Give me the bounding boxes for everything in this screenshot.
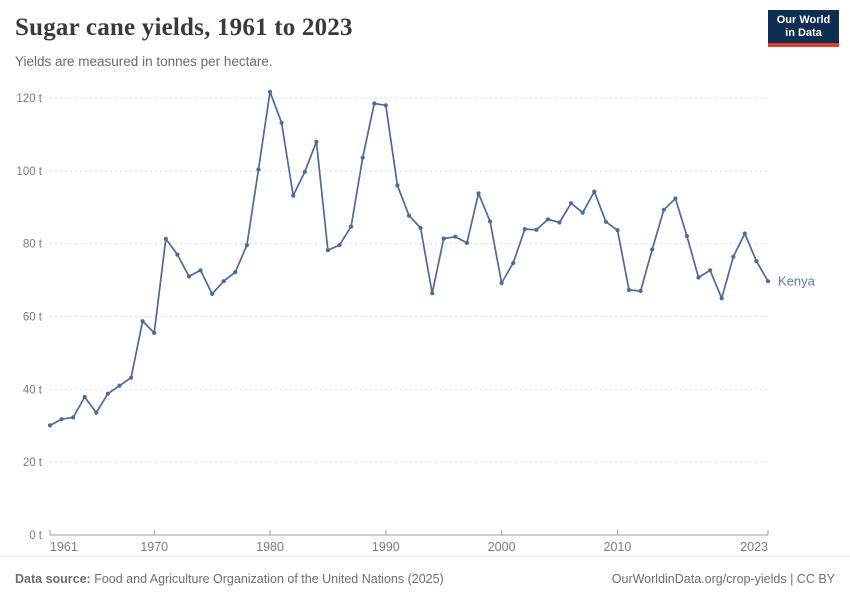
- owid-url-link[interactable]: OurWorldinData.org/crop-yields | CC BY: [611, 571, 835, 586]
- x-axis-tick-label: 1961: [50, 540, 78, 554]
- data-point: [233, 270, 238, 275]
- data-point: [163, 236, 168, 241]
- data-point: [453, 234, 458, 239]
- data-point: [742, 231, 747, 236]
- owid-logo-line2: in Data: [785, 26, 822, 39]
- data-point: [47, 423, 53, 428]
- y-axis-tick-label: 60 t: [23, 312, 43, 324]
- x-axis-tick-label: 1970: [140, 540, 168, 554]
- data-point: [580, 210, 585, 215]
- data-point: [140, 319, 145, 324]
- chart-subtitle: Yields are measured in tonnes per hectar…: [15, 54, 273, 69]
- chart-footer: Data source: Food and Agriculture Organi…: [0, 556, 850, 600]
- y-axis-tick-label: 80 t: [23, 239, 43, 251]
- x-axis-tick-label: 2000: [488, 540, 516, 554]
- data-point: [291, 193, 296, 198]
- data-point: [198, 268, 203, 273]
- data-point: [175, 252, 180, 257]
- x-axis-tick-label: 1980: [256, 540, 284, 554]
- data-point: [256, 167, 261, 172]
- data-point: [673, 196, 678, 201]
- data-point: [603, 219, 609, 224]
- data-point: [129, 375, 134, 380]
- data-point: [71, 415, 76, 420]
- data-point: [395, 183, 400, 188]
- y-axis-tick-label: 100 t: [16, 166, 42, 178]
- y-axis-tick-label: 20 t: [23, 457, 43, 469]
- data-point: [545, 217, 551, 222]
- data-point: [244, 243, 249, 248]
- data-point: [441, 236, 446, 241]
- data-point: [314, 139, 319, 144]
- data-point: [765, 279, 771, 284]
- data-point: [383, 103, 388, 108]
- data-point: [557, 220, 562, 225]
- data-point: [186, 274, 192, 279]
- data-point: [349, 224, 354, 229]
- data-point: [696, 275, 701, 280]
- data-point: [372, 101, 377, 106]
- data-point: [638, 288, 643, 294]
- data-point: [684, 233, 690, 239]
- data-point: [59, 417, 64, 422]
- data-point: [592, 189, 597, 194]
- data-point: [105, 391, 110, 396]
- y-axis-tick-label: 120 t: [16, 93, 42, 105]
- data-point: [464, 240, 469, 245]
- data-point: [708, 268, 713, 273]
- data-point: [754, 259, 759, 264]
- data-point: [325, 248, 330, 253]
- data-point: [511, 260, 516, 266]
- y-axis-tick-label: 0 t: [29, 530, 43, 542]
- data-point: [337, 243, 342, 248]
- data-point: [719, 296, 724, 301]
- data-point: [221, 279, 226, 284]
- data-point: [661, 207, 666, 212]
- data-point: [488, 219, 493, 224]
- data-point: [360, 155, 365, 160]
- x-axis-tick-label: 2023: [740, 540, 768, 554]
- entity-label-kenya: Kenya: [778, 274, 816, 289]
- data-source-note: Data source: Food and Agriculture Organi…: [15, 572, 444, 586]
- data-point: [406, 213, 412, 218]
- data-line-kenya: [49, 90, 769, 427]
- data-source-label: Data source:: [15, 571, 91, 586]
- data-point: [279, 120, 284, 125]
- data-point: [534, 227, 539, 232]
- data-point: [82, 394, 87, 400]
- data-point: [731, 254, 736, 259]
- y-axis-tick-label: 40 t: [23, 384, 43, 396]
- x-axis-tick-label: 1990: [372, 540, 400, 554]
- data-point: [302, 169, 307, 174]
- owid-logo: Our World in Data: [768, 10, 839, 47]
- data-point: [615, 228, 620, 233]
- data-point: [626, 287, 632, 292]
- data-point: [418, 225, 423, 231]
- data-point: [210, 291, 215, 296]
- owid-logo-line1: Our World: [776, 13, 831, 26]
- data-source-text: Food and Agriculture Organization of the…: [90, 571, 444, 586]
- data-point: [499, 280, 504, 286]
- data-point: [152, 330, 157, 335]
- x-axis-tick-label: 2010: [604, 540, 632, 554]
- data-point: [476, 191, 481, 196]
- data-point: [430, 291, 435, 296]
- data-point: [94, 410, 99, 415]
- data-point: [117, 383, 122, 388]
- chart-title: Sugar cane yields, 1961 to 2023: [15, 14, 353, 41]
- data-point: [569, 201, 574, 206]
- data-point: [650, 247, 655, 252]
- data-point: [267, 89, 273, 94]
- data-point: [522, 227, 527, 232]
